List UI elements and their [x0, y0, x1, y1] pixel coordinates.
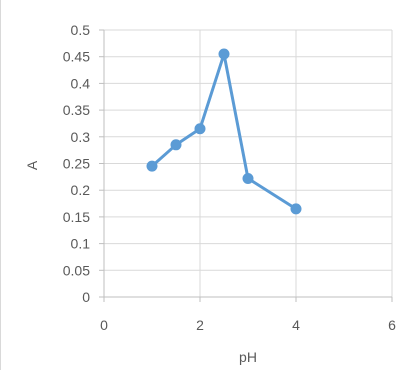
y-tick-label: 0.4	[71, 75, 91, 91]
data-point	[194, 123, 206, 135]
data-point	[218, 48, 230, 60]
tick-labels: 0 0.05 0.1 0.15 0.2 0.25 0.3 0.35 0.4 0.45 0.5 0 2 4 6	[63, 22, 396, 333]
y-tick-label: 0.3	[71, 129, 91, 145]
x-tick-label: 0	[100, 317, 108, 333]
y-tick-label: 0.2	[71, 182, 91, 198]
x-tick-label: 4	[292, 317, 300, 333]
y-tick-label: 0.1	[71, 236, 91, 252]
y-axis-label: A	[24, 160, 40, 170]
y-tick-label: 0	[82, 289, 90, 305]
grid	[104, 29, 393, 297]
y-tick-label: 0.5	[71, 22, 91, 38]
series-group	[146, 48, 302, 215]
y-tick-label: 0.05	[63, 262, 90, 278]
y-tick-label: 0.15	[63, 209, 90, 225]
y-tick-label: 0.35	[63, 102, 90, 118]
y-tick-label: 0.25	[63, 156, 90, 172]
data-point	[242, 172, 254, 184]
y-tick-label: 0.45	[63, 49, 90, 65]
series-line	[151, 52, 297, 211]
x-tick-label: 2	[196, 317, 204, 333]
data-point	[290, 203, 302, 215]
x-axis-label: pH	[239, 349, 257, 365]
axes	[99, 29, 393, 302]
x-tick-label: 6	[388, 317, 396, 333]
data-point	[146, 160, 158, 172]
data-point	[170, 139, 182, 151]
